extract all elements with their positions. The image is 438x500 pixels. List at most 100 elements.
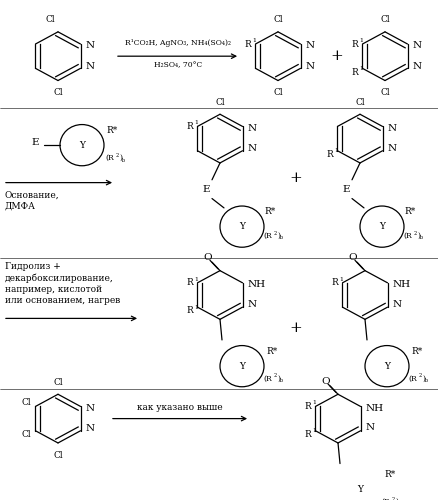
Text: N: N <box>392 300 401 309</box>
Text: R: R <box>351 40 358 48</box>
Text: b: b <box>419 236 422 240</box>
Text: N: N <box>85 424 95 434</box>
Text: 2: 2 <box>418 373 421 378</box>
Text: (R: (R <box>262 232 271 240</box>
Text: Cl: Cl <box>354 98 364 106</box>
Text: Cl: Cl <box>45 15 55 24</box>
Text: Cl: Cl <box>22 430 32 439</box>
Text: ДМФА: ДМФА <box>5 202 36 210</box>
Text: Y: Y <box>79 140 85 149</box>
Text: R*: R* <box>263 207 275 216</box>
Text: N: N <box>305 42 314 50</box>
Text: N: N <box>85 42 95 50</box>
Text: Cl: Cl <box>379 15 389 24</box>
Text: ): ) <box>421 374 424 382</box>
Text: Y: Y <box>238 222 244 231</box>
Text: Гидролиз +: Гидролиз + <box>5 262 60 272</box>
Text: 1: 1 <box>359 38 363 43</box>
Text: (R: (R <box>402 232 411 240</box>
Text: R: R <box>186 122 193 131</box>
Text: N: N <box>85 62 95 71</box>
Text: R: R <box>304 430 311 439</box>
Text: 2: 2 <box>273 373 276 378</box>
Text: Y: Y <box>238 362 244 370</box>
Text: H₂SO₄, 70°C: H₂SO₄, 70°C <box>154 62 201 70</box>
Text: 1: 1 <box>312 400 316 405</box>
Text: N: N <box>247 124 256 133</box>
Text: +: + <box>289 171 302 185</box>
Text: 1: 1 <box>194 120 198 125</box>
Text: O: O <box>321 376 329 386</box>
Text: 2: 2 <box>116 153 119 158</box>
Text: R*: R* <box>403 207 414 216</box>
Text: (R: (R <box>105 154 113 162</box>
Text: как указано выше: как указано выше <box>137 403 223 412</box>
Text: NH: NH <box>247 280 265 289</box>
Text: R*: R* <box>106 126 117 134</box>
Text: R: R <box>326 150 333 159</box>
Text: ): ) <box>276 374 279 382</box>
Text: 1: 1 <box>312 428 316 434</box>
Text: Cl: Cl <box>53 88 63 97</box>
Text: b: b <box>279 236 283 240</box>
Text: (R: (R <box>262 374 271 382</box>
Text: R: R <box>186 278 193 287</box>
Text: R*: R* <box>383 470 394 480</box>
Text: (R: (R <box>380 498 389 500</box>
Text: 1: 1 <box>339 276 343 281</box>
Text: ): ) <box>416 232 419 240</box>
Text: 1: 1 <box>334 148 338 154</box>
Text: b: b <box>122 158 125 162</box>
Text: 2: 2 <box>273 230 276 235</box>
Text: R: R <box>304 402 311 411</box>
Text: Cl: Cl <box>215 98 224 106</box>
Text: Cl: Cl <box>272 88 282 97</box>
Text: 2: 2 <box>413 230 416 235</box>
Text: N: N <box>412 42 420 50</box>
Text: R: R <box>186 306 193 316</box>
Text: E: E <box>342 184 349 194</box>
Text: N: N <box>85 404 95 413</box>
Text: R*: R* <box>265 346 277 356</box>
Text: R: R <box>244 40 251 48</box>
Text: NH: NH <box>365 404 383 413</box>
Text: 1: 1 <box>194 276 198 281</box>
Text: 1: 1 <box>194 304 198 310</box>
Text: N: N <box>247 144 256 154</box>
Text: Y: Y <box>378 222 384 231</box>
Text: N: N <box>387 124 396 133</box>
Text: N: N <box>365 424 374 432</box>
Text: Cl: Cl <box>53 378 63 386</box>
Text: R: R <box>351 68 358 76</box>
Text: R: R <box>331 278 338 287</box>
Text: например, кислотой: например, кислотой <box>5 285 102 294</box>
Text: +: + <box>289 321 302 335</box>
Text: 2: 2 <box>391 496 394 500</box>
Text: N: N <box>305 62 314 71</box>
Text: Cl: Cl <box>272 15 282 24</box>
Text: O: O <box>348 253 357 262</box>
Text: Основание,: Основание, <box>5 190 60 200</box>
Text: E: E <box>32 138 39 147</box>
Text: Cl: Cl <box>22 398 32 407</box>
Text: Cl: Cl <box>53 450 63 460</box>
Text: ): ) <box>394 498 397 500</box>
Text: E: E <box>202 184 209 194</box>
Text: Y: Y <box>383 362 389 370</box>
Text: NH: NH <box>392 280 410 289</box>
Text: или основанием, нагрев: или основанием, нагрев <box>5 296 120 305</box>
Text: 1: 1 <box>359 66 363 71</box>
Text: 1: 1 <box>252 38 256 43</box>
Text: декарбоксилирование,: декарбоксилирование, <box>5 274 113 283</box>
Text: Cl: Cl <box>379 88 389 97</box>
Text: N: N <box>247 300 256 309</box>
Text: (R: (R <box>407 374 416 382</box>
Text: R¹CO₂H, AgNO₃, NH₄(SO₄)₂: R¹CO₂H, AgNO₃, NH₄(SO₄)₂ <box>125 39 230 47</box>
Text: b: b <box>279 378 283 382</box>
Text: N: N <box>412 62 420 71</box>
Text: +: + <box>330 49 343 63</box>
Text: ): ) <box>276 232 279 240</box>
Text: N: N <box>387 144 396 154</box>
Text: b: b <box>424 378 427 382</box>
Text: R*: R* <box>410 346 421 356</box>
